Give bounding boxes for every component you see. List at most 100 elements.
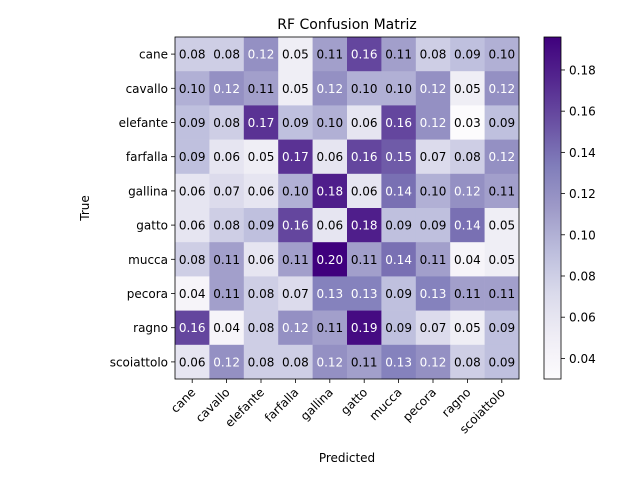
heatmap-cell <box>243 173 279 209</box>
heatmap-cell <box>243 139 279 175</box>
y-tick-label: farfalla <box>126 150 168 164</box>
heatmap-cell <box>209 344 245 380</box>
cell-value-label: 0.05 <box>282 48 309 62</box>
heatmap-cell <box>484 71 520 106</box>
cell-value-label: 0.10 <box>420 184 447 198</box>
heatmap-cell <box>312 242 348 277</box>
heatmap-frame <box>174 36 520 380</box>
heatmap-cell <box>209 105 245 140</box>
heatmap-cell <box>450 276 485 311</box>
cell-value-label: 0.04 <box>179 287 206 301</box>
heatmap-cell <box>381 173 417 209</box>
heatmap-cell <box>347 242 382 277</box>
heatmap-cell <box>278 310 313 346</box>
heatmap-cell <box>484 208 520 243</box>
heatmap-cell <box>381 37 417 72</box>
y-tick-label: elefante <box>119 116 168 130</box>
heatmap-cell <box>312 208 348 243</box>
cell-value-label: 0.08 <box>248 287 275 301</box>
cell-value-label: 0.09 <box>488 116 515 130</box>
heatmap-cell <box>450 310 485 346</box>
heatmap-cell <box>415 105 451 140</box>
cell-value-label: 0.17 <box>282 150 309 164</box>
heatmap-cell <box>278 37 313 72</box>
heatmap-cell <box>484 344 520 380</box>
cell-value-label: 0.11 <box>316 48 343 62</box>
cell-value-label: 0.08 <box>213 219 240 233</box>
cell-value-label: 0.11 <box>316 321 343 335</box>
cell-value-label: 0.09 <box>454 48 481 62</box>
cell-value-label: 0.05 <box>454 82 481 96</box>
cell-value-label: 0.09 <box>248 219 275 233</box>
cell-value-label: 0.03 <box>454 116 481 130</box>
cell-value-label: 0.16 <box>385 116 412 130</box>
cell-value-label: 0.11 <box>282 253 309 267</box>
cell-value-label: 0.09 <box>385 287 412 301</box>
heatmap-cell <box>450 173 485 209</box>
cell-value-label: 0.13 <box>316 287 343 301</box>
heatmap-cell <box>243 105 279 140</box>
cell-value-label: 0.06 <box>248 253 275 267</box>
heatmap-cell <box>347 173 382 209</box>
cell-value-label: 0.06 <box>179 219 206 233</box>
cell-value-label: 0.08 <box>213 48 240 62</box>
cell-value-label: 0.12 <box>213 82 240 96</box>
heatmap-cell <box>209 276 245 311</box>
heatmap-cell <box>175 242 210 277</box>
y-tick-label: scoiattolo <box>110 355 168 369</box>
heatmap-cell <box>381 105 417 140</box>
cell-value-label: 0.11 <box>454 287 481 301</box>
heatmap-cell <box>175 71 210 106</box>
colorbar-tick-label: 0.18 <box>569 63 596 77</box>
heatmap-cell <box>484 37 520 72</box>
heatmap-cell <box>347 105 382 140</box>
heatmap-cell <box>450 208 485 243</box>
heatmap-cell <box>450 105 485 140</box>
cell-value-label: 0.06 <box>248 184 275 198</box>
x-tick-label: gatto <box>338 385 370 417</box>
heatmap-cell <box>415 173 451 209</box>
cell-value-label: 0.12 <box>420 116 447 130</box>
cell-value-label: 0.16 <box>282 219 309 233</box>
cell-value-label: 0.08 <box>454 355 481 369</box>
cell-value-label: 0.18 <box>316 184 343 198</box>
heatmap-cell <box>312 37 348 72</box>
heatmap-cells <box>175 37 520 380</box>
y-tick-label: cavallo <box>126 82 168 96</box>
cell-value-label: 0.11 <box>213 287 240 301</box>
heatmap-cell <box>243 37 279 72</box>
cell-value-label: 0.08 <box>420 48 447 62</box>
cell-value-label: 0.06 <box>351 116 378 130</box>
cell-value-label: 0.10 <box>385 82 412 96</box>
heatmap-cell <box>175 105 210 140</box>
heatmap-cell <box>209 173 245 209</box>
heatmap-cell <box>175 208 210 243</box>
heatmap-cell <box>347 310 382 346</box>
heatmap-cell <box>209 310 245 346</box>
cell-value-label: 0.12 <box>213 355 240 369</box>
cell-value-label: 0.05 <box>454 321 481 335</box>
heatmap-cell <box>415 310 451 346</box>
cell-value-label: 0.05 <box>282 82 309 96</box>
cell-value-label: 0.19 <box>351 321 378 335</box>
cell-value-label: 0.10 <box>179 82 206 96</box>
cell-value-label: 0.06 <box>316 150 343 164</box>
cell-value-label: 0.08 <box>179 253 206 267</box>
heatmap-cell <box>381 344 417 380</box>
colorbar-tick-label: 0.12 <box>569 187 596 201</box>
cell-value-label: 0.06 <box>179 184 206 198</box>
heatmap-cell <box>347 139 382 175</box>
cell-value-label: 0.14 <box>385 184 412 198</box>
cell-value-label: 0.05 <box>488 219 515 233</box>
heatmap-cell <box>243 276 279 311</box>
heatmap-cell <box>381 310 417 346</box>
heatmap-cell <box>312 276 348 311</box>
heatmap-cell <box>312 71 348 106</box>
cell-value-label: 0.11 <box>213 253 240 267</box>
heatmap-cell-labels: 0.08 0.08 0.12 0.05 0.11 0.16 0.11 0.08 0.09 0.10… <box>179 48 515 370</box>
chart-title: RF Confusion Matriz <box>277 17 416 33</box>
heatmap-cell <box>347 208 382 243</box>
heatmap-cell <box>278 242 313 277</box>
cell-value-label: 0.16 <box>351 48 378 62</box>
heatmap-cell <box>175 173 210 209</box>
